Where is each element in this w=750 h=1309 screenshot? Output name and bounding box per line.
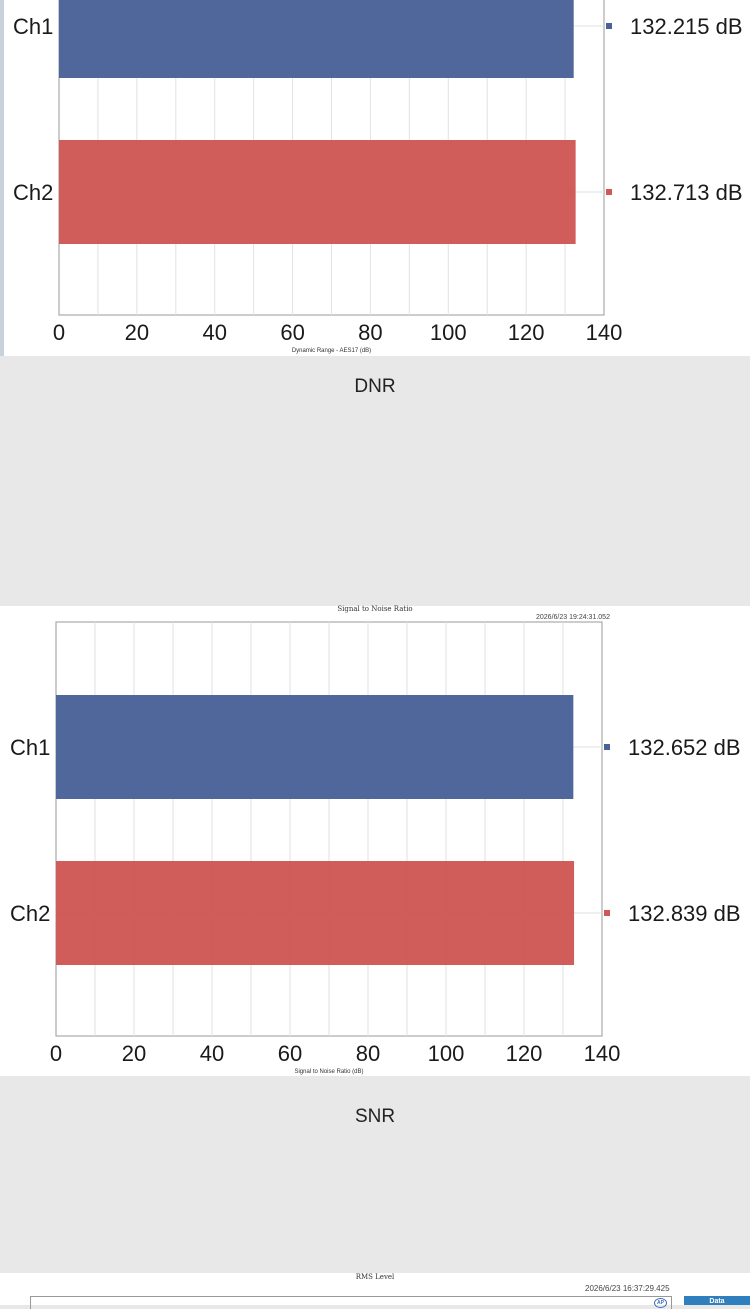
x-tick-label: 40: [200, 1041, 224, 1066]
x-tick-label: 80: [356, 1041, 380, 1066]
x-tick-label: 140: [584, 1041, 621, 1066]
bar-ch2: [59, 140, 576, 244]
rms-chart-title: RMS Level: [355, 1273, 395, 1281]
x-tick-label: 0: [53, 320, 65, 345]
snr-axis-title: Signal to Noise Ratio (dB): [294, 1069, 363, 1075]
category-label: Ch1: [10, 735, 50, 760]
bar-ch1: [59, 0, 574, 78]
x-tick-label: 20: [125, 320, 149, 345]
x-tick-label: 120: [506, 1041, 543, 1066]
category-label: Ch1: [13, 14, 53, 39]
snr-chart-title: Signal to Noise Ratio: [337, 605, 413, 613]
rms-plot-frame: [30, 1296, 672, 1309]
x-tick-label: 100: [428, 1041, 465, 1066]
snr-chart: Ch1 132.652 dB Ch2 132.839 dB 0 20 40 60 80 100 12…: [10, 621, 741, 1075]
x-tick-label: 80: [358, 320, 382, 345]
value-label: 132.215 dB: [630, 14, 743, 39]
legend-marker: [604, 910, 610, 916]
x-tick-label: 140: [586, 320, 623, 345]
snr-caption: SNR: [354, 1106, 396, 1127]
snr-timestamp: 2026/6/23 19:24:31.052: [536, 614, 610, 621]
value-label: 132.839 dB: [628, 901, 741, 926]
x-tick-label: 60: [280, 320, 304, 345]
x-tick-label: 20: [122, 1041, 146, 1066]
dnr-chart-panel: Ch1 132.215 dB Ch2 132.713 dB 0 20 40 60 80 100 12…: [0, 0, 750, 356]
panel-edge: [0, 0, 4, 356]
x-tick-label: 0: [50, 1041, 62, 1066]
category-label: Ch2: [13, 180, 53, 205]
dnr-caption: DNR: [354, 376, 396, 397]
value-label: 132.713 dB: [630, 180, 743, 205]
rms-timestamp: 2026/6/23 16:37:29.425: [585, 1284, 670, 1293]
value-label: 132.652 dB: [628, 735, 741, 760]
legend-marker: [606, 23, 612, 29]
dnr-axis-title: Dynamic Range - AES17 (dB): [292, 348, 371, 354]
category-label: Ch2: [10, 901, 50, 926]
ap-logo-icon: AP: [654, 1298, 667, 1308]
x-tick-label: 40: [202, 320, 226, 345]
dnr-chart: Ch1 132.215 dB Ch2 132.713 dB 0 20 40 60 80 100 12…: [13, 0, 743, 354]
snr-chart-panel: Signal to Noise Ratio 2026/6/23 19:24:31…: [0, 605, 750, 1076]
bar-ch1: [56, 695, 574, 799]
x-tick-label: 120: [508, 320, 545, 345]
legend-marker: [604, 744, 610, 750]
legend-marker: [606, 189, 612, 195]
data-button[interactable]: Data: [684, 1296, 750, 1305]
x-tick-label: 60: [278, 1041, 302, 1066]
x-tick-label: 100: [430, 320, 467, 345]
bar-ch2: [56, 861, 575, 965]
rms-chart-panel: RMS Level 2026/6/23 16:37:29.425 AP Data: [0, 1273, 750, 1309]
